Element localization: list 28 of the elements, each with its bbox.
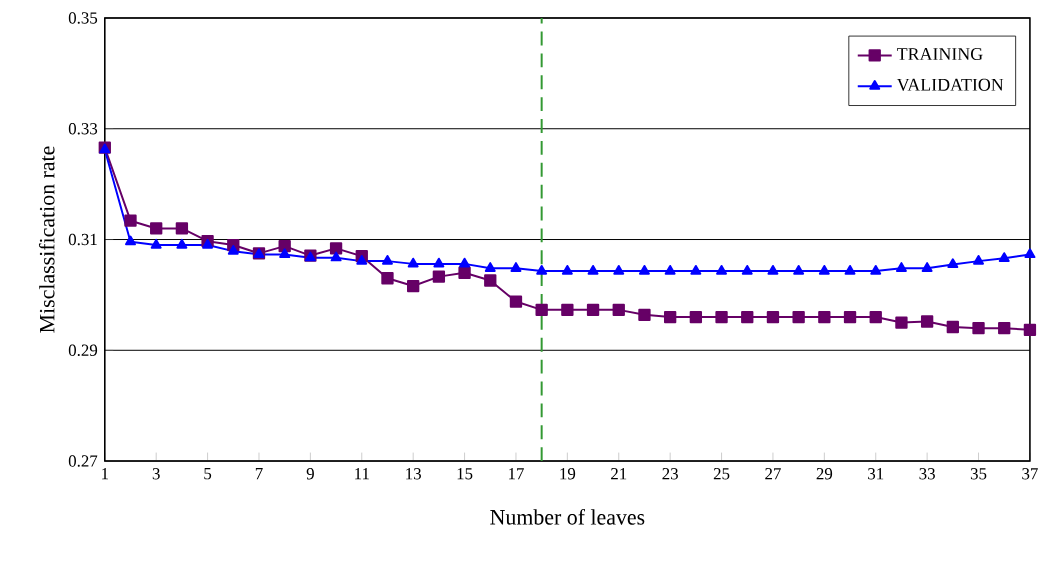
legend-label: TRAINING <box>896 48 983 61</box>
x-tick-label: 13 <box>406 468 421 480</box>
y-tick-label: 0.33 <box>68 123 98 135</box>
x-tick-label: 23 <box>662 468 678 480</box>
x-tick-label: 17 <box>509 468 524 480</box>
x-tick-label: 31 <box>868 468 884 480</box>
x-tick-label: 19 <box>560 468 576 480</box>
x-tick-label: 7 <box>255 468 263 480</box>
y-tick-label: 0.29 <box>68 344 98 357</box>
legend-label: VALIDATION <box>896 78 1004 91</box>
y-tick-label: 0.27 <box>68 455 98 467</box>
x-tick-label: 35 <box>970 468 987 480</box>
x-tick-label: 25 <box>713 468 730 480</box>
x-tick-label: 21 <box>611 468 627 480</box>
x-tick-label: 29 <box>816 468 833 480</box>
x-tick-label: 37 <box>1022 468 1038 480</box>
x-tick-label: 27 <box>765 468 781 480</box>
x-tick-label: 33 <box>919 468 935 480</box>
x-tick-label: 9 <box>306 468 314 480</box>
x-tick-label: 3 <box>152 468 160 480</box>
x-tick-label: 5 <box>204 468 212 480</box>
x-tick-label: 11 <box>355 468 369 480</box>
y-tick-label: 0.31 <box>68 233 97 246</box>
x-tick-label: 15 <box>457 468 473 480</box>
x-tick-label: 1 <box>102 468 108 480</box>
x-axis-title: Number of leaves <box>490 509 645 525</box>
y-axis-title: Misclassification rate <box>38 146 55 333</box>
y-tick-label: 0.35 <box>68 12 98 24</box>
